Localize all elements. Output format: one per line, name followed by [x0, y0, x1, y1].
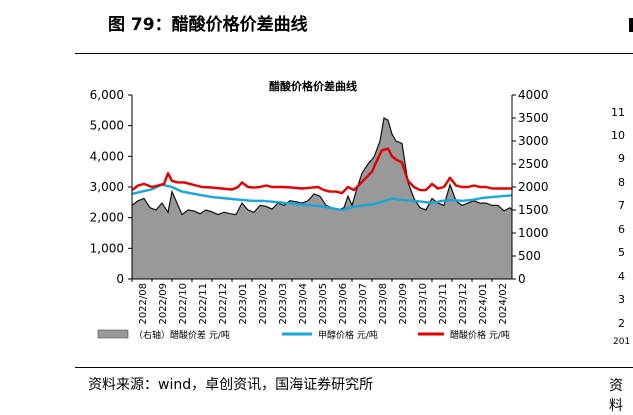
x-tick-label: 2023/11: [438, 283, 449, 325]
adjacent-tick-label: 10: [611, 129, 625, 142]
series-line-2: [131, 147, 512, 195]
y-left-tick-label: 0: [116, 272, 124, 286]
y-left-tick-label: 5,000: [90, 119, 124, 133]
series-area-0: [132, 118, 512, 279]
adjacent-tick-label: 6: [618, 223, 625, 236]
source-rule: [75, 367, 633, 368]
clipped-edge-panel: [629, 18, 633, 32]
legend-swatch-spread: [97, 329, 129, 339]
y-right-tick-label: 1000: [518, 226, 549, 240]
y-right-ticks: 0 500 1000 1500 2000 2500 3000 3500 4000: [512, 88, 549, 286]
x-tick-label: 2023/05: [318, 283, 329, 325]
adjacent-tick-label: 4: [618, 270, 625, 283]
x-tick-label: 2024/01: [478, 283, 489, 325]
title-rule: [75, 53, 633, 54]
x-tick-label: 2023/04: [298, 283, 309, 325]
y-right-tick-label: 0: [518, 272, 526, 286]
y-right-tick-label: 1500: [518, 203, 549, 217]
adjacent-figure-fragment: 11 10 9 8 7 6 5 4 3 2 201: [611, 106, 630, 347]
x-tick-label: 2023/07: [358, 283, 369, 325]
x-tick-label: 2022/11: [198, 283, 209, 325]
series-layer: [131, 117, 513, 279]
x-tick-label: 2023/02: [258, 283, 269, 325]
x-tick-label: 2022/08: [138, 283, 149, 325]
y-left-tick-label: 6,000: [90, 88, 124, 102]
x-axis-labels: 2022/08 2022/09 2022/10 2022/11 2022/12 2023/…: [131, 279, 509, 325]
adjacent-tick-label: 2: [618, 317, 625, 330]
adjacent-tick-label: 9: [618, 152, 625, 165]
y-right-tick-label: 2000: [518, 180, 549, 194]
source-note: 资料来源：wind，卓创资讯，国海证券研究所: [88, 377, 374, 393]
x-tick-label: 2023/01: [238, 283, 249, 325]
chart-title: 醋酸价格价差曲线: [269, 79, 357, 93]
y-right-tick-label: 2500: [518, 157, 549, 171]
y-left-tick-label: 3,000: [90, 180, 124, 194]
adjacent-source-fragment: 资料: [609, 378, 623, 414]
y-left-ticks: 0 1,000 2,000 3,000 4,000 5,000 6,000: [90, 88, 132, 286]
y-right-tick-label: 500: [518, 249, 541, 263]
x-tick-label: 2023/08: [378, 283, 389, 325]
x-tick-label: 2022/12: [218, 283, 229, 325]
legend-label-spread: （右轴）醋酸价差 元/吨: [134, 329, 230, 341]
series-line-1: [131, 183, 513, 212]
adjacent-tick-label: 8: [618, 176, 625, 189]
adjacent-tick-label: 7: [618, 199, 625, 212]
adjacent-year-label: 201: [613, 337, 630, 347]
x-tick-label: 2022/10: [178, 283, 189, 325]
y-left-tick-label: 2,000: [90, 211, 124, 225]
x-tick-label: 2022/09: [158, 283, 169, 325]
y-left-tick-label: 1,000: [90, 241, 124, 255]
legend-label-acetic: 醋酸价格 元/吨: [450, 329, 510, 341]
adjacent-tick-label: 5: [618, 246, 625, 259]
adjacent-tick-label: 3: [618, 293, 625, 306]
y-right-tick-label: 4000: [518, 88, 549, 102]
adjacent-tick-label: 11: [611, 106, 625, 119]
y-right-tick-label: 3500: [518, 111, 549, 125]
x-tick-label: 2024/02: [498, 283, 509, 325]
chart-svg: 醋酸价格价差曲线 0 1,000 2,000 3,000 4,000 5,000 6,000…: [90, 79, 631, 347]
y-left-tick-label: 4,000: [90, 149, 124, 163]
x-tick-label: 2023/12: [458, 283, 469, 325]
legend: （右轴）醋酸价差 元/吨 甲醇价格 元/吨 醋酸价格 元/吨: [97, 329, 510, 341]
figure-title: 图 79：醋酸价格价差曲线: [108, 15, 308, 35]
x-tick-label: 2023/10: [418, 283, 429, 325]
y-right-tick-label: 3000: [518, 134, 549, 148]
x-tick-label: 2023/06: [338, 283, 349, 325]
x-tick-label: 2023/09: [398, 283, 409, 325]
x-tick-label: 2023/03: [278, 283, 289, 325]
legend-label-methanol: 甲醇价格 元/吨: [318, 329, 378, 341]
